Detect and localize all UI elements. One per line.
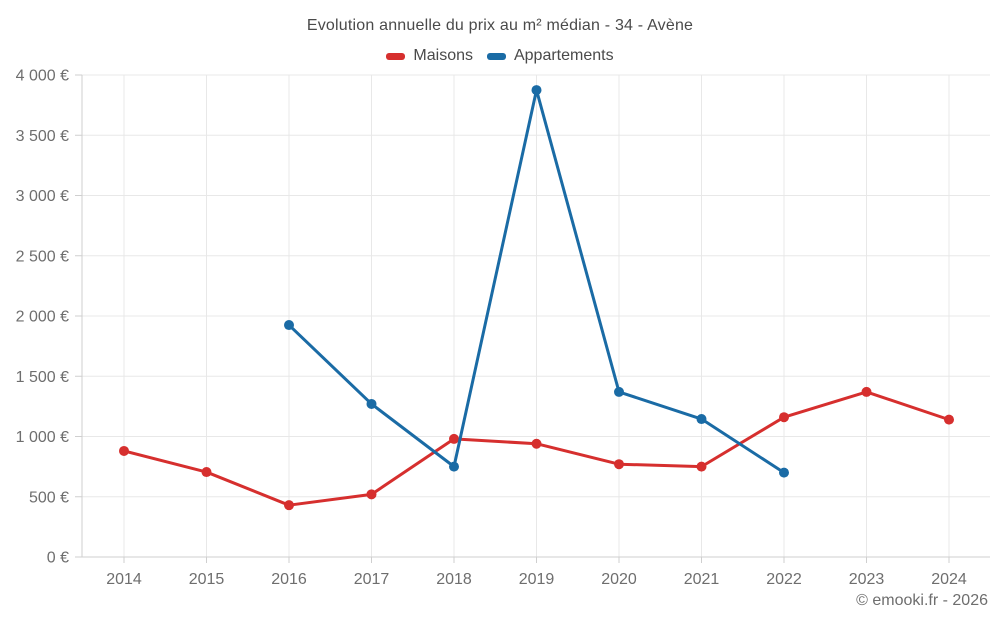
chart-title: Evolution annuelle du prix au m² médian … <box>306 17 694 34</box>
y-tick-label: 500 € <box>29 489 69 506</box>
data-point-maisons <box>284 500 294 511</box>
x-tick-label: 2024 <box>931 571 967 588</box>
data-point-maisons <box>696 461 707 472</box>
legend-label-maisons: Maisons <box>413 47 473 64</box>
data-point-maisons <box>366 489 377 500</box>
x-tick-label: 2022 <box>766 571 802 588</box>
data-point-maisons <box>119 445 129 456</box>
x-tick-label: 2021 <box>684 571 720 588</box>
data-point-maisons <box>614 459 624 470</box>
data-point-appartements <box>366 398 377 409</box>
legend-swatch-appartements-icon <box>486 52 506 60</box>
x-tick-label: 2020 <box>601 571 637 588</box>
x-tick-label: 2023 <box>849 571 885 588</box>
data-point-appartements <box>696 414 707 425</box>
data-point-maisons <box>201 467 212 478</box>
x-tick-label: 2019 <box>519 571 555 588</box>
data-point-maisons <box>779 412 789 423</box>
x-tick-label: 2015 <box>189 571 225 588</box>
y-tick-label: 4 000 € <box>16 68 69 85</box>
legend-label-appartements: Appartements <box>513 47 614 64</box>
data-point-maisons <box>944 414 954 425</box>
y-tick-label: 0 € <box>47 550 69 567</box>
data-point-maisons <box>449 433 459 444</box>
data-point-appartements <box>284 320 294 331</box>
x-tick-label: 2017 <box>354 571 390 588</box>
data-point-appartements <box>614 386 624 397</box>
x-tick-label: 2014 <box>106 571 142 588</box>
y-tick-label: 2 500 € <box>16 248 69 265</box>
legend-swatch-maisons-icon <box>386 52 406 60</box>
legend-item-appartements[interactable]: Appartements <box>486 47 614 65</box>
copyright-text: © emooki.fr - 2026 <box>856 592 988 609</box>
y-tick-label: 1 000 € <box>16 429 69 446</box>
y-tick-label: 2 000 € <box>16 309 69 326</box>
data-point-appartements <box>531 85 542 96</box>
legend: Maisons Appartements <box>0 47 1000 65</box>
x-tick-label: 2018 <box>436 571 472 588</box>
data-point-appartements <box>779 467 789 478</box>
data-point-maisons <box>861 386 872 397</box>
x-tick-label: 2016 <box>271 571 307 588</box>
y-tick-label: 3 500 € <box>16 128 69 145</box>
legend-item-maisons[interactable]: Maisons <box>386 47 473 65</box>
y-tick-label: 3 000 € <box>16 188 69 205</box>
data-point-maisons <box>531 438 542 449</box>
y-tick-label: 1 500 € <box>16 369 69 386</box>
data-point-appartements <box>449 461 459 472</box>
